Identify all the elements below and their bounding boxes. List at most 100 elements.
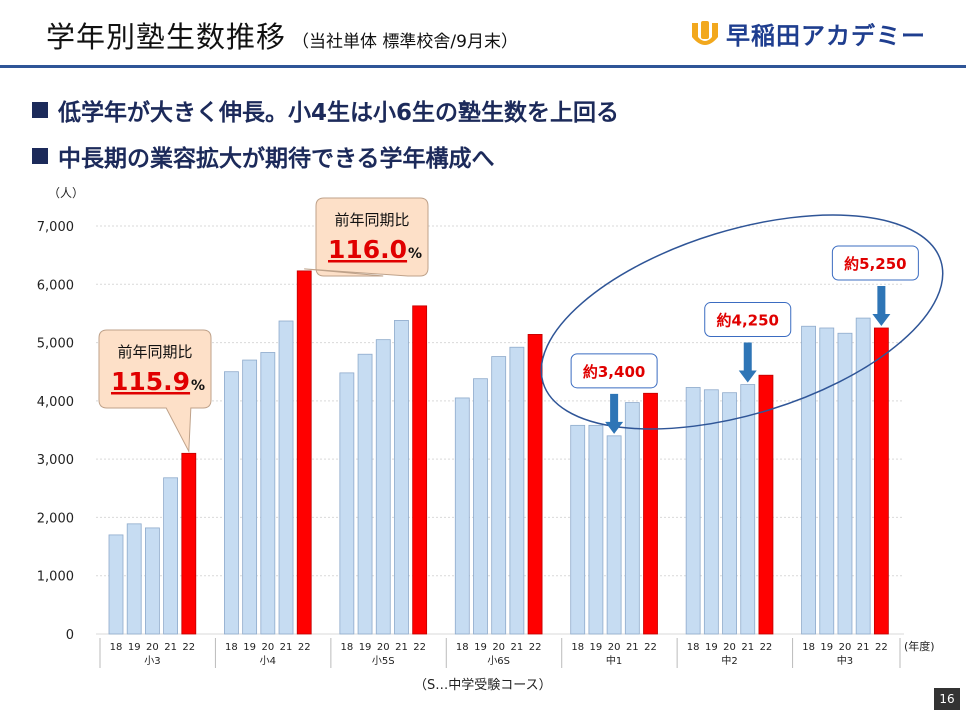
x-tick-label: 22 [644,642,657,653]
bullet-text: 中長期の業容拡大が期待できる学年構成へ [58,146,495,172]
x-tick-label: 18 [456,642,469,653]
x-tick-label: 20 [839,642,852,653]
y-tick-label: 7,000 [37,220,74,235]
callout-unit: % [408,246,422,262]
forecast-label: 約3,400 [583,363,645,381]
bar [873,327,889,635]
y-tick-label: 3,000 [37,453,74,468]
down-arrow-icon [738,342,757,383]
bullet-text: 低学年が大きく伸長。小4生は小6生の塾生数を上回る [58,100,620,126]
x-tick-label: 18 [110,642,123,653]
callout-label: 前年同期比 [117,343,192,361]
x-tick-label: 20 [608,642,621,653]
x-tick-label: 21 [626,642,639,653]
bar [126,523,142,635]
y-tick-label: 5,000 [37,337,74,352]
x-tick-label: 22 [182,642,195,653]
bar [278,320,294,635]
bar [527,334,543,635]
y-tick-label: 4,000 [37,395,74,410]
bullet-square-icon [32,148,48,164]
bar [758,374,774,635]
x-tick-label: 20 [146,642,159,653]
callout-bubble [98,329,212,454]
bar [837,332,853,635]
highlight-ellipse [540,214,944,430]
bullet-square-icon [32,102,48,118]
bar [163,477,179,635]
x-tick-label: 19 [590,642,603,653]
bar [722,392,737,635]
x-tick-label: 19 [474,642,487,653]
bar [855,317,871,635]
logo-text: 早稲田アカデミー [726,21,926,50]
callout-value: 115.9 [111,367,190,396]
page-title: 学年別塾生数推移 （当社単体 標準校舎/9月末） [46,20,518,54]
group-label: 中3 [837,654,853,667]
callout-label: 前年同期比 [334,211,409,229]
group-label: 小6S [487,655,510,667]
bar [108,534,124,635]
down-arrow-icon [605,393,624,434]
bar [296,270,312,635]
logo-mark-icon [692,21,718,45]
company-logo: 早稲田アカデミー [690,16,926,50]
x-tick-label: 20 [261,642,274,653]
bar [570,424,586,635]
y-tick-label: 1,000 [37,570,74,585]
group-label: 中2 [721,654,737,667]
x-tick-label: 21 [857,642,870,653]
bullet-item: 低学年が大きく伸長。小4生は小6生の塾生数を上回る [32,93,619,127]
bar [740,384,756,635]
forecast-box [570,353,658,389]
x-tick-label: 22 [875,642,888,653]
x-tick-label: 20 [377,642,390,653]
header-rule [0,65,966,68]
bar [242,359,258,635]
bar [260,352,276,635]
bar [801,325,816,635]
page-subtitle: （当社単体 標準校舎/9月末） [292,32,518,52]
y-tick-label: 6,000 [37,278,74,293]
x-tick-label: 18 [802,642,815,653]
bar [357,353,373,635]
bullet-item: 中長期の業容拡大が期待できる学年構成へ [32,139,619,173]
bar [509,346,525,635]
bar [181,452,197,635]
x-tick-label: 18 [225,642,238,653]
bullet-list: 低学年が大きく伸長。小4生は小6生の塾生数を上回る 中長期の業容拡大が期待できる… [32,93,619,185]
page-number: 16 [934,688,960,710]
forecast-label: 約5,250 [844,255,906,273]
down-arrow-icon [872,286,891,326]
y-unit-label: （人） [48,186,84,200]
group-label: 小3 [144,655,160,667]
bar [454,397,470,635]
group-label: 小4 [260,655,276,667]
x-tick-label: 19 [359,642,372,653]
bar [685,387,701,635]
callout-value: 116.0 [328,235,407,264]
x-tick-label: 18 [340,642,353,653]
x-unit-label: (年度) [904,639,935,653]
bar [703,389,719,635]
x-tick-label: 21 [741,642,754,653]
x-tick-label: 19 [128,642,141,653]
x-tick-label: 21 [280,642,293,653]
x-tick-label: 19 [820,642,833,653]
bar [394,320,409,635]
x-tick-label: 22 [529,642,542,653]
footnote: （S…中学受験コース） [414,678,552,693]
x-tick-label: 21 [395,642,408,653]
callout-bubble [304,197,429,277]
x-tick-label: 19 [705,642,718,653]
x-tick-label: 22 [413,642,426,653]
y-tick-label: 0 [66,628,74,643]
bar [339,372,355,635]
x-tick-label: 19 [243,642,256,653]
group-label: 中1 [606,654,622,667]
bar [643,392,658,635]
y-tick-label: 2,000 [37,511,74,526]
forecast-box [704,302,792,338]
x-tick-label: 20 [723,642,736,653]
